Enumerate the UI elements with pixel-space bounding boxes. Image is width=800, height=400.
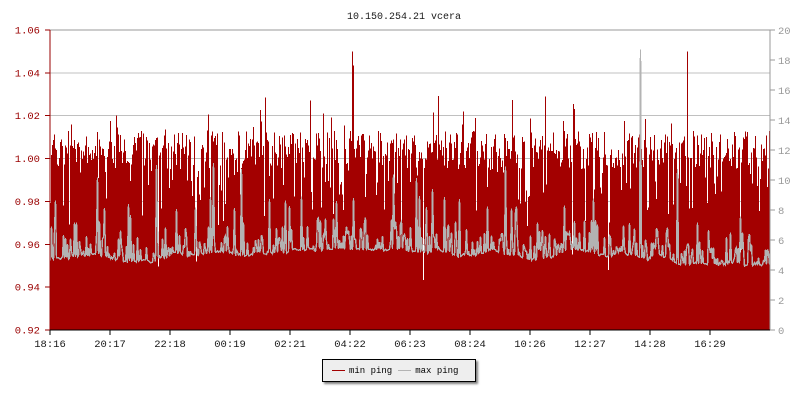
svg-text:02:21: 02:21 bbox=[274, 339, 306, 351]
svg-text:6: 6 bbox=[778, 236, 784, 248]
svg-text:22:18: 22:18 bbox=[154, 339, 186, 351]
svg-text:1.06: 1.06 bbox=[15, 26, 40, 38]
svg-text:14: 14 bbox=[778, 116, 791, 128]
svg-text:12: 12 bbox=[778, 146, 791, 158]
svg-text:20:17: 20:17 bbox=[94, 339, 126, 351]
svg-text:0.92: 0.92 bbox=[15, 326, 40, 338]
svg-text:4: 4 bbox=[778, 266, 784, 278]
svg-text:0.94: 0.94 bbox=[15, 283, 40, 295]
svg-text:10: 10 bbox=[778, 176, 791, 188]
svg-text:20: 20 bbox=[778, 26, 791, 38]
svg-text:0: 0 bbox=[778, 326, 784, 338]
svg-text:10:26: 10:26 bbox=[514, 339, 546, 351]
svg-text:16:29: 16:29 bbox=[694, 339, 726, 351]
svg-text:12:27: 12:27 bbox=[574, 339, 606, 351]
svg-text:2: 2 bbox=[778, 296, 784, 308]
svg-text:1.02: 1.02 bbox=[15, 111, 40, 123]
svg-text:18:16: 18:16 bbox=[34, 339, 66, 351]
svg-text:14:28: 14:28 bbox=[634, 339, 666, 351]
svg-text:10.150.254.21 vcera: 10.150.254.21 vcera bbox=[347, 12, 461, 23]
svg-text:04:22: 04:22 bbox=[334, 339, 366, 351]
svg-text:1.04: 1.04 bbox=[15, 68, 40, 80]
svg-text:18: 18 bbox=[778, 56, 791, 68]
svg-text:06:23: 06:23 bbox=[394, 339, 426, 351]
svg-text:8: 8 bbox=[778, 206, 784, 218]
svg-text:1.00: 1.00 bbox=[15, 154, 40, 166]
svg-text:0.98: 0.98 bbox=[15, 197, 40, 209]
svg-text:0.96: 0.96 bbox=[15, 240, 40, 252]
svg-text:08:24: 08:24 bbox=[454, 339, 486, 351]
svg-text:16: 16 bbox=[778, 86, 791, 98]
svg-text:00:19: 00:19 bbox=[214, 339, 246, 351]
